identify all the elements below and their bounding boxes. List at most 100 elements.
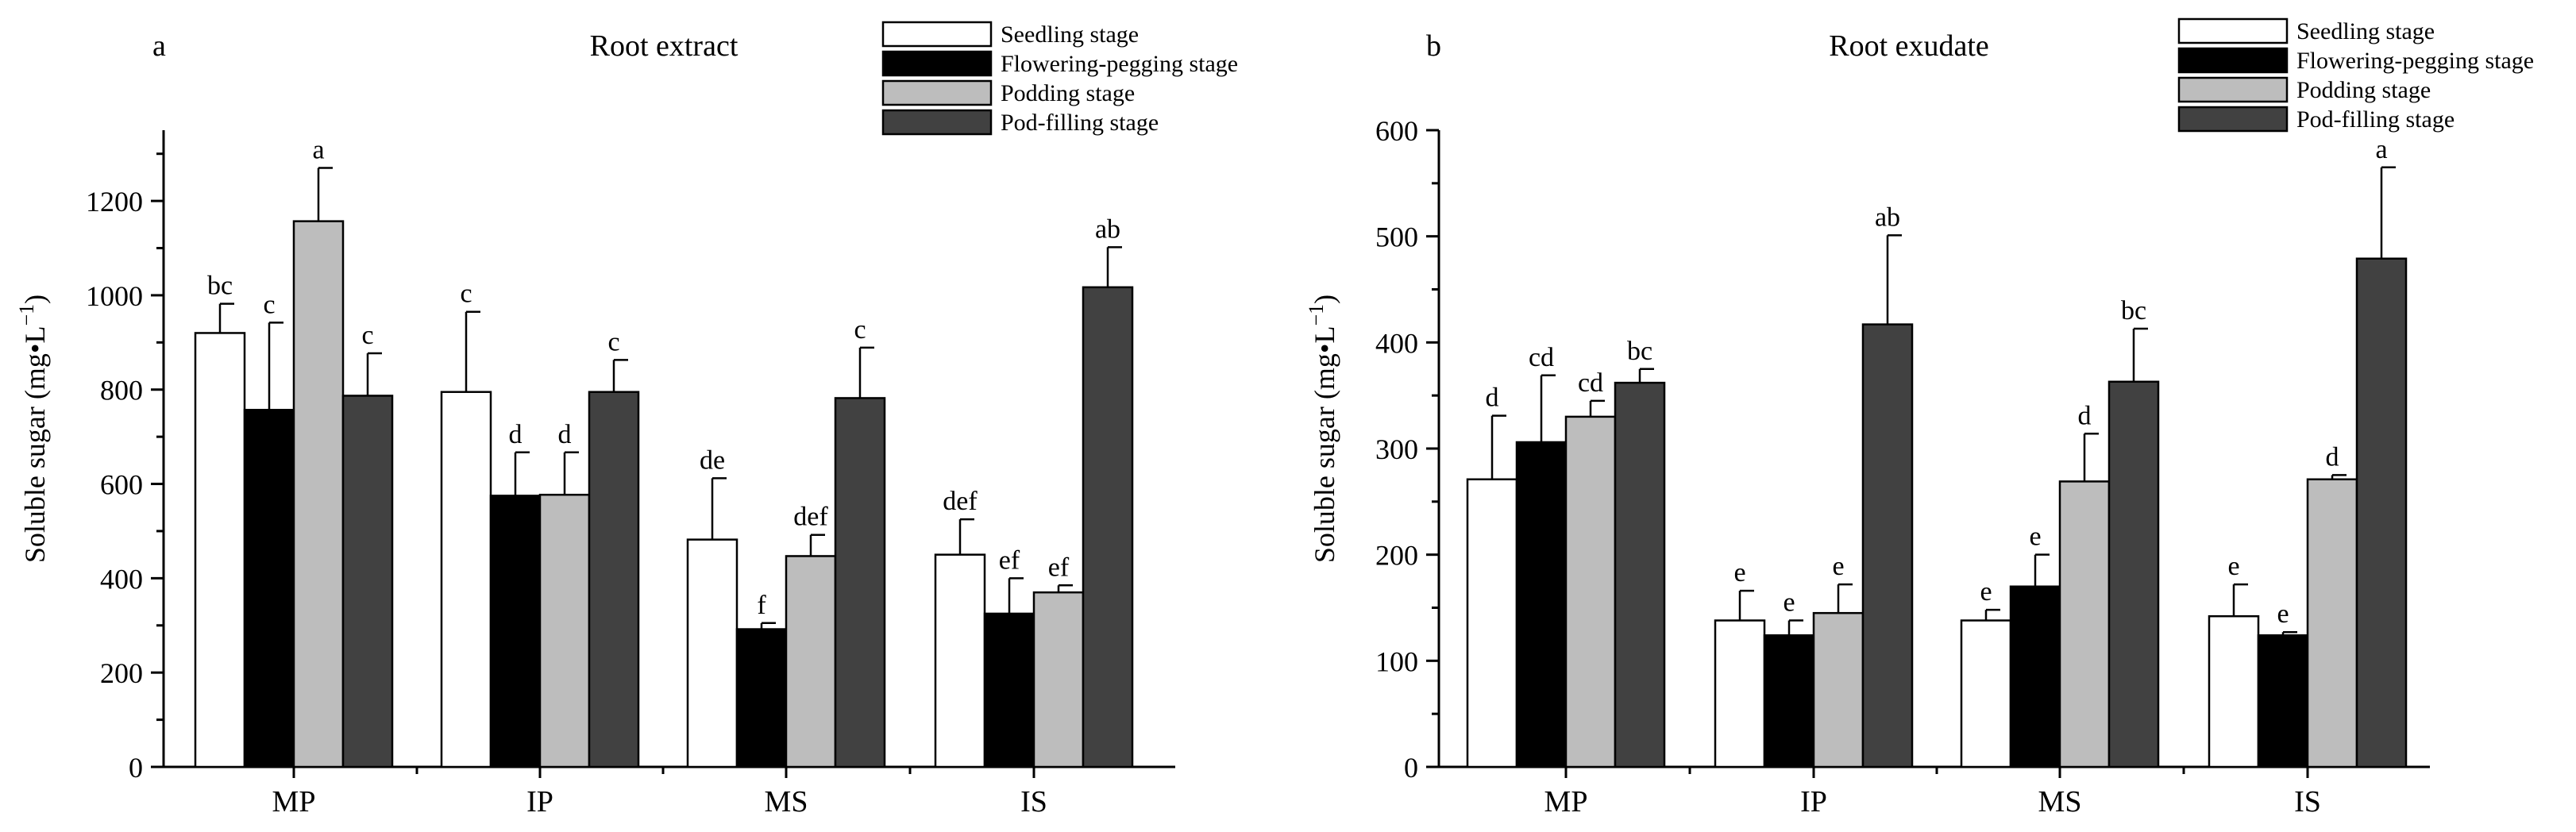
panel-b-y-axis-label-suffix: )	[1309, 295, 1340, 304]
panel-a-bar-is-s3	[1032, 591, 1085, 768]
panel-b-bar-ip-s3	[1812, 611, 1865, 768]
panel-b-bar-is-s2	[2257, 634, 2309, 768]
panel-b-significance-letter: e	[2029, 522, 2041, 552]
panel-a-significance-letter: def	[943, 487, 978, 516]
panel-b-bar-mp-s3	[1564, 415, 1617, 768]
panel-b-legend-swatch	[2177, 76, 2289, 103]
panel-a-significance-letter: a	[312, 136, 324, 165]
panel-a: a Root extract Soluble sugar (mg•L−1) 0 2…	[15, 21, 1238, 819]
panel-a-x-tick-label: MP	[272, 785, 316, 819]
panel-b-y-tick-label: 300	[1375, 433, 1418, 465]
panel-b-y-tick-label: 500	[1375, 221, 1418, 253]
panel-a-significance-letter: de	[700, 445, 725, 475]
panel-b-bar-ip-s4	[1861, 323, 1914, 768]
panel-a-significance-letter: f	[757, 591, 766, 620]
panel-b-x-tick-label: IS	[2294, 785, 2321, 819]
panel-a-significance-letter: c	[460, 279, 472, 309]
panel-b-legend-swatch	[2177, 17, 2289, 44]
panel-a-legend-swatch	[881, 50, 993, 77]
panel-a-significance-letter: d	[509, 420, 523, 449]
panel-a-bar-ip-s3	[538, 493, 591, 768]
panel-b-bar-ms-s4	[2107, 380, 2160, 768]
panel-a-y-axis-label-main: Soluble sugar (mg•L	[19, 326, 51, 564]
panel-a-y-tick-label: 800	[100, 375, 143, 406]
panel-b-y-tick-label: 0	[1404, 752, 1418, 784]
panel-a-significance-letter: c	[263, 290, 275, 319]
panel-a-label: a	[152, 29, 166, 63]
panel-a-x-tick-label: MS	[765, 785, 808, 819]
panel-b-significance-letter: bc	[2121, 296, 2146, 325]
panel-a-y-tick-label: 1000	[86, 280, 143, 312]
panel-b-legend-label: Podding stage	[2296, 77, 2431, 103]
panel-b-x-tick-label: IP	[1800, 785, 1827, 819]
panel-a-x-tick-label: IS	[1020, 785, 1047, 819]
panel-b-y-tick-label: 400	[1375, 327, 1418, 359]
panel-a-significance-letter: d	[558, 420, 572, 449]
panel-a-y-tick-label: 400	[100, 563, 143, 595]
panel-a-bar-is-s1	[934, 553, 986, 768]
panel-a-y-axis-label: Soluble sugar (mg•L−1)	[15, 295, 51, 563]
panel-b-significance-letter: cd	[1578, 368, 1603, 398]
panel-a-bar-ip-s4	[588, 391, 640, 768]
panel-b-significance-letter: e	[1733, 558, 1745, 587]
panel-b-bar-is-s1	[2208, 614, 2260, 768]
panel-b-y-axis-label-superscript: −1	[1305, 304, 1328, 326]
panel-b-bar-ms-s2	[2009, 585, 2061, 768]
panel-a-bar-mp-s3	[292, 220, 345, 768]
panel-a-significance-letter: c	[361, 321, 373, 350]
panel-b-legend-label: Seedling stage	[2296, 18, 2435, 44]
panel-b-significance-letter: e	[2277, 599, 2289, 629]
panel-b-significance-letter: e	[2227, 552, 2239, 581]
panel-a-y-axis-label-suffix: )	[19, 295, 51, 304]
panel-a-significance-letter: def	[793, 503, 828, 532]
panel-b: b Root exudate Soluble sugar (mg•L−1) 0 1…	[1305, 17, 2534, 819]
panel-a-y-tick-label: 0	[129, 752, 143, 784]
panel-a-bar-mp-s4	[341, 395, 394, 768]
panel-b-label: b	[1426, 29, 1441, 63]
panel-a-bar-is-s2	[983, 612, 1035, 768]
panel-a-legend-swatch	[881, 21, 993, 48]
panel-b-plot: 0 100 200 300 400 500 600 MP IP MS IS d e e e cd e e e cd e d…	[1375, 115, 2430, 819]
panel-b-bar-mp-s2	[1515, 441, 1568, 768]
panel-b-bar-ip-s2	[1763, 634, 1815, 768]
panel-b-significance-letter: e	[1783, 588, 1795, 618]
panel-a-significance-letter: ab	[1095, 214, 1120, 244]
panel-a-x-tick-label: IP	[526, 785, 553, 819]
panel-b-bar-is-s3	[2306, 478, 2358, 768]
panel-b-bar-mp-s4	[1614, 381, 1666, 768]
panel-b-bar-ms-s1	[1960, 619, 2012, 768]
panel-b-significance-letter: d	[2078, 401, 2092, 430]
panel-b-significance-letter: a	[2375, 135, 2387, 164]
panel-a-bar-is-s4	[1082, 286, 1134, 768]
panel-a-bar-mp-s1	[194, 332, 246, 768]
panel-a-significance-letter: bc	[207, 272, 233, 301]
panel-b-y-tick-label: 600	[1375, 115, 1418, 147]
panel-a-legend-swatch	[881, 79, 993, 106]
panel-b-x-tick-label: MP	[1544, 785, 1588, 819]
panel-b-legend-label: Flowering-pegging stage	[2296, 48, 2534, 74]
panel-b-significance-letter: bc	[1627, 337, 1652, 366]
panel-b-x-tick-label: MS	[2038, 785, 2082, 819]
panel-a-bar-ms-s2	[735, 628, 788, 768]
panel-a-legend-label: Flowering-pegging stage	[1001, 51, 1238, 77]
panel-a-title: Root extract	[590, 29, 738, 63]
panel-a-bar-ip-s2	[489, 495, 542, 768]
panel-b-significance-letter: e	[1832, 552, 1844, 581]
panel-b-bar-ip-s1	[1714, 619, 1766, 768]
panel-a-y-tick-label: 1200	[86, 186, 143, 218]
panel-b-legend-swatch	[2177, 47, 2289, 74]
panel-a-legend-label: Pod-filling stage	[1001, 110, 1159, 136]
panel-a-y-tick-label: 600	[100, 469, 143, 501]
panel-a-bar-ms-s3	[785, 555, 837, 768]
panel-b-bar-ms-s3	[2058, 480, 2111, 768]
panel-a-significance-letter: ef	[1048, 553, 1070, 582]
panel-b-significance-letter: ab	[1875, 202, 1900, 232]
panel-b-y-tick-label: 100	[1375, 645, 1418, 677]
panel-b-legend-label: Pod-filling stage	[2296, 106, 2455, 133]
panel-a-legend: Seedling stage Flowering-pegging stage Pod…	[881, 21, 1238, 136]
panel-a-legend-swatch	[881, 109, 993, 136]
panel-a-y-axis-label-superscript: −1	[15, 304, 38, 326]
panel-b-legend: Seedling stage Flowering-pegging stage Pod…	[2177, 17, 2534, 133]
